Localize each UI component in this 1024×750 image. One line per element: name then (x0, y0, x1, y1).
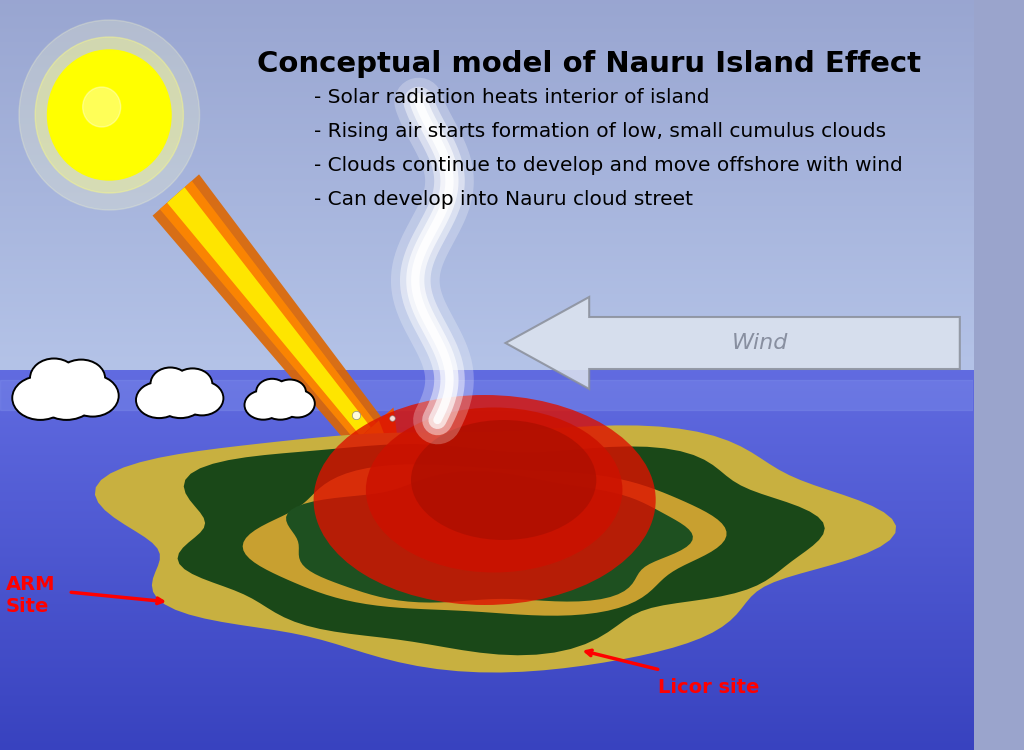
Ellipse shape (35, 37, 183, 193)
Polygon shape (353, 421, 399, 474)
Ellipse shape (174, 370, 211, 398)
Polygon shape (286, 471, 693, 602)
Ellipse shape (31, 359, 77, 397)
Bar (0, 380, 973, 410)
Ellipse shape (274, 380, 305, 404)
Text: Wind: Wind (732, 333, 788, 353)
Polygon shape (153, 174, 382, 446)
Polygon shape (167, 188, 371, 436)
Ellipse shape (172, 368, 213, 400)
Ellipse shape (255, 378, 289, 406)
Ellipse shape (366, 407, 623, 572)
Ellipse shape (35, 366, 98, 419)
Ellipse shape (19, 20, 200, 210)
Ellipse shape (58, 361, 104, 396)
Ellipse shape (258, 382, 303, 421)
Polygon shape (95, 425, 896, 673)
Ellipse shape (260, 384, 301, 418)
Text: - Solar radiation heats interior of island: - Solar radiation heats interior of isla… (313, 88, 709, 107)
Ellipse shape (56, 358, 106, 398)
Ellipse shape (150, 367, 191, 401)
Ellipse shape (152, 368, 189, 399)
Ellipse shape (47, 50, 171, 180)
Ellipse shape (273, 379, 307, 406)
Ellipse shape (411, 420, 596, 540)
Ellipse shape (181, 382, 222, 415)
Polygon shape (160, 181, 376, 441)
Ellipse shape (179, 380, 224, 416)
Ellipse shape (313, 395, 655, 605)
Ellipse shape (29, 358, 79, 399)
Ellipse shape (68, 376, 118, 416)
Ellipse shape (135, 381, 183, 419)
Text: - Can develop into Nauru cloud street: - Can develop into Nauru cloud street (313, 190, 692, 209)
Ellipse shape (281, 391, 314, 416)
Ellipse shape (66, 374, 120, 418)
Ellipse shape (246, 392, 281, 418)
Polygon shape (338, 407, 402, 478)
Ellipse shape (33, 364, 99, 421)
Ellipse shape (244, 389, 283, 421)
Ellipse shape (280, 388, 315, 418)
Ellipse shape (137, 383, 181, 417)
Ellipse shape (13, 377, 68, 419)
Ellipse shape (153, 372, 208, 419)
Ellipse shape (11, 375, 70, 421)
Ellipse shape (257, 380, 287, 404)
Ellipse shape (155, 374, 206, 417)
Text: ARM
Site: ARM Site (6, 575, 55, 616)
Polygon shape (243, 464, 726, 616)
Text: Licor site: Licor site (657, 678, 759, 697)
Polygon shape (177, 444, 824, 656)
Text: Conceptual model of Nauru Island Effect: Conceptual model of Nauru Island Effect (257, 50, 922, 78)
Text: - Clouds continue to develop and move offshore with wind: - Clouds continue to develop and move of… (313, 156, 902, 175)
Text: - Rising air starts formation of low, small cumulus clouds: - Rising air starts formation of low, sm… (313, 122, 886, 141)
Ellipse shape (83, 87, 121, 127)
Polygon shape (506, 297, 959, 389)
